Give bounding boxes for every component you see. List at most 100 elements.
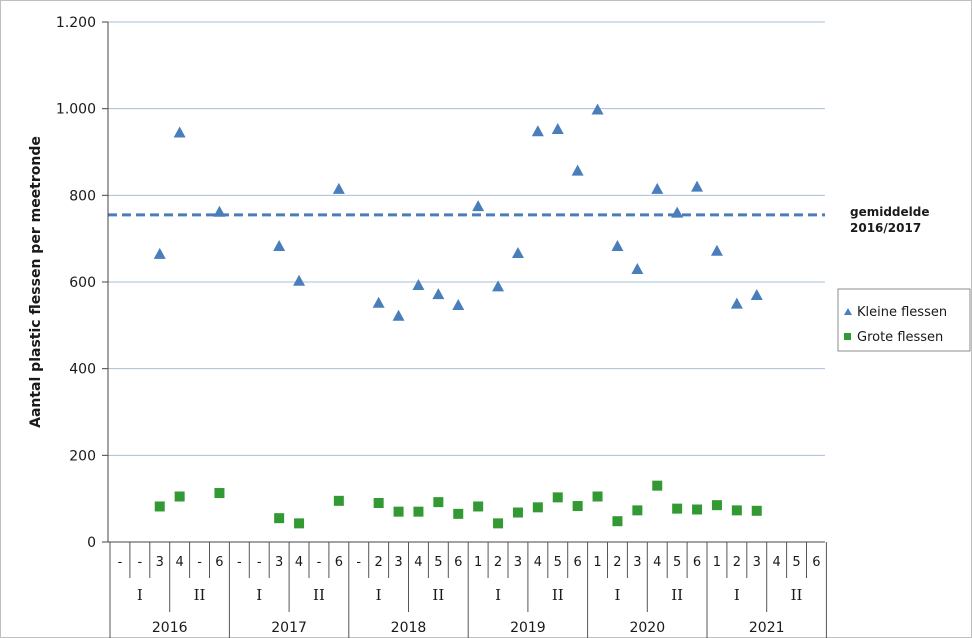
x-half-label: II	[194, 586, 206, 604]
x-category-label: 6	[335, 555, 343, 570]
point-kleine-flessen	[671, 206, 684, 218]
legend-square-marker	[844, 333, 851, 340]
point-grote-flessen	[632, 505, 643, 516]
legend-triangle-marker	[844, 308, 852, 315]
x-category-label: 1	[593, 555, 601, 570]
x-year-label: 2020	[629, 620, 665, 636]
x-category-label: 2	[375, 555, 383, 570]
point-grote-flessen	[652, 480, 663, 491]
point-kleine-flessen	[551, 123, 564, 135]
x-category-label: -	[237, 555, 242, 570]
point-kleine-flessen	[492, 280, 505, 292]
point-kleine-flessen	[173, 126, 186, 138]
point-grote-flessen	[214, 488, 225, 499]
point-kleine-flessen	[591, 103, 604, 115]
legend-entry: Grote flessen	[857, 330, 943, 345]
x-category-label: -	[257, 555, 262, 570]
point-kleine-flessen	[611, 240, 624, 252]
x-category-label: 4	[653, 555, 661, 570]
x-half-label: I	[495, 586, 501, 604]
y-axis-label: Aantal plastic flessen per meetronde	[28, 136, 44, 428]
x-category-label: 5	[792, 555, 800, 570]
x-half-label: II	[791, 586, 803, 604]
x-half-label: I	[734, 586, 740, 604]
point-grote-flessen	[592, 491, 603, 502]
point-grote-flessen	[274, 513, 285, 524]
point-grote-flessen	[672, 503, 683, 514]
point-grote-flessen	[711, 500, 722, 511]
x-category-label: 4	[534, 555, 542, 570]
y-tick-label: 600	[69, 275, 96, 291]
x-half-label: I	[614, 586, 620, 604]
point-kleine-flessen	[511, 246, 524, 258]
x-year-label: 2018	[391, 620, 427, 636]
x-category-label: 3	[514, 555, 522, 570]
x-half-label: II	[313, 586, 325, 604]
point-kleine-flessen	[432, 288, 445, 300]
point-grote-flessen	[751, 505, 762, 516]
point-grote-flessen	[413, 506, 424, 517]
point-grote-flessen	[333, 495, 344, 506]
point-grote-flessen	[532, 502, 543, 513]
x-half-label: I	[137, 586, 143, 604]
y-tick-label: 200	[69, 448, 96, 464]
x-category-label: 6	[812, 555, 820, 570]
point-kleine-flessen	[153, 247, 166, 259]
x-half-label: II	[552, 586, 564, 604]
point-grote-flessen	[473, 501, 484, 512]
data-points	[153, 103, 763, 529]
x-year-label: 2016	[152, 620, 188, 636]
gridlines	[102, 21, 825, 543]
x-category-label: 4	[176, 555, 184, 570]
point-grote-flessen	[692, 504, 703, 515]
y-tick-label: 1.000	[56, 102, 96, 118]
y-tick-labels: 0 200 400 600 800 1.000 1.200	[56, 15, 96, 551]
point-kleine-flessen	[472, 200, 485, 212]
x-half-label: I	[256, 586, 262, 604]
x-category-label: 4	[773, 555, 781, 570]
point-grote-flessen	[393, 506, 404, 517]
point-kleine-flessen	[392, 309, 405, 321]
x-category-label: 3	[633, 555, 641, 570]
point-kleine-flessen	[631, 263, 644, 274]
point-grote-flessen	[731, 505, 742, 516]
x-half-label: I	[376, 586, 382, 604]
x-year-label: 2019	[510, 620, 546, 636]
point-kleine-flessen	[651, 182, 664, 194]
point-kleine-flessen	[710, 244, 723, 256]
x-category-label: 3	[394, 555, 402, 570]
x-category-label: -	[197, 555, 202, 570]
reference-label-line1: gemiddelde	[850, 205, 930, 219]
point-grote-flessen	[512, 507, 523, 518]
point-kleine-flessen	[730, 297, 743, 309]
point-kleine-flessen	[372, 296, 385, 308]
x-category-label: 1	[713, 555, 721, 570]
x-category-label: 1	[474, 555, 482, 570]
x-category-label: 4	[295, 555, 303, 570]
point-grote-flessen	[552, 492, 563, 503]
point-grote-flessen	[612, 516, 623, 527]
x-category-label: 2	[733, 555, 741, 570]
x-category-label: 6	[574, 555, 582, 570]
point-grote-flessen	[373, 498, 384, 508]
x-category-label: 6	[215, 555, 223, 570]
x-category-label: 2	[494, 555, 502, 570]
point-grote-flessen	[493, 518, 504, 529]
legend-entry: Kleine flessen	[857, 305, 947, 320]
x-category-label: 3	[753, 555, 761, 570]
x-category-label: 6	[454, 555, 462, 570]
reference-label-line2: 2016/2017	[850, 221, 921, 235]
x-category-label: 5	[554, 555, 562, 570]
x-category-label: 3	[156, 555, 164, 570]
x-category-label: 2	[613, 555, 621, 570]
point-grote-flessen	[572, 501, 583, 512]
legend-box	[837, 288, 971, 352]
reference-line: gemiddelde 2016/2017	[108, 205, 930, 235]
y-tick-label: 400	[69, 362, 96, 378]
x-half-label: II	[432, 586, 444, 604]
point-kleine-flessen	[452, 298, 465, 310]
point-kleine-flessen	[213, 205, 226, 217]
point-grote-flessen	[174, 491, 185, 502]
point-kleine-flessen	[691, 180, 704, 192]
